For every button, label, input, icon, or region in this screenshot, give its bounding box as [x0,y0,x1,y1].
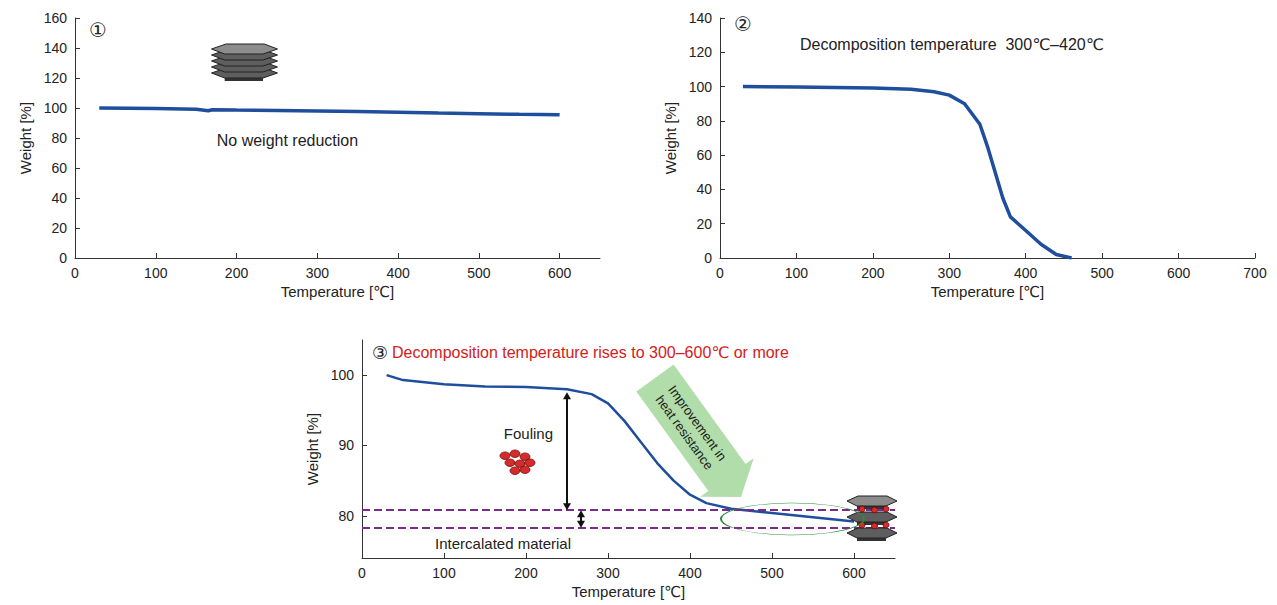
svg-text:①: ① [89,18,107,42]
svg-text:③: ③ [372,342,388,363]
svg-text:500: 500 [1090,265,1114,281]
svg-text:160: 160 [44,10,68,26]
svg-text:120: 120 [44,70,68,86]
svg-text:80: 80 [696,113,712,129]
svg-text:No weight reduction: No weight reduction [217,132,358,149]
svg-text:400: 400 [1014,265,1038,281]
svg-text:100: 100 [144,265,168,281]
svg-text:400: 400 [386,265,410,281]
svg-text:Weight [%]: Weight [%] [304,413,321,485]
svg-text:40: 40 [696,181,712,197]
svg-text:100: 100 [689,79,713,95]
svg-text:500: 500 [760,565,784,581]
svg-text:Decomposition temperature 300: Decomposition temperature 300℃–420℃ [800,36,1104,53]
svg-text:120: 120 [689,44,713,60]
svg-text:Temperature [℃]: Temperature [℃] [281,283,395,300]
svg-text:600: 600 [1167,265,1191,281]
svg-text:300: 300 [596,565,620,581]
svg-text:60: 60 [51,160,67,176]
svg-text:0: 0 [358,565,366,581]
svg-text:Fouling: Fouling [504,425,553,442]
svg-text:60: 60 [696,147,712,163]
svg-text:600: 600 [842,565,866,581]
svg-text:Decomposition temperature rise: Decomposition temperature rises to 300–6… [392,344,789,361]
svg-text:300: 300 [306,265,330,281]
svg-text:0: 0 [59,250,67,266]
svg-text:100: 100 [331,367,355,383]
svg-text:600: 600 [548,265,572,281]
svg-text:700: 700 [1243,265,1267,281]
svg-text:20: 20 [51,220,67,236]
svg-text:Temperature [℃]: Temperature [℃] [572,583,686,600]
svg-text:80: 80 [338,508,354,524]
svg-text:Weight [%]: Weight [%] [17,102,34,174]
svg-text:500: 500 [467,265,491,281]
svg-text:400: 400 [678,565,702,581]
svg-text:100: 100 [785,265,809,281]
svg-text:0: 0 [716,265,724,281]
svg-text:Intercalated material: Intercalated material [435,535,571,552]
svg-text:Weight [%]: Weight [%] [662,102,679,174]
svg-text:100: 100 [432,565,456,581]
svg-text:heat resistance: heat resistance [653,392,717,472]
svg-text:200: 200 [225,265,249,281]
svg-text:20: 20 [696,216,712,232]
svg-text:40: 40 [51,190,67,206]
svg-text:80: 80 [51,130,67,146]
svg-text:200: 200 [861,265,885,281]
svg-text:140: 140 [689,10,713,26]
svg-text:300: 300 [938,265,962,281]
svg-text:0: 0 [704,250,712,266]
svg-text:Temperature [℃]: Temperature [℃] [931,283,1045,300]
svg-text:140: 140 [44,40,68,56]
svg-text:Improvement in: Improvement in [665,382,730,464]
svg-text:0: 0 [71,265,79,281]
svg-text:100: 100 [44,100,68,116]
svg-text:②: ② [734,12,752,36]
svg-text:200: 200 [514,565,538,581]
svg-text:90: 90 [338,437,354,453]
